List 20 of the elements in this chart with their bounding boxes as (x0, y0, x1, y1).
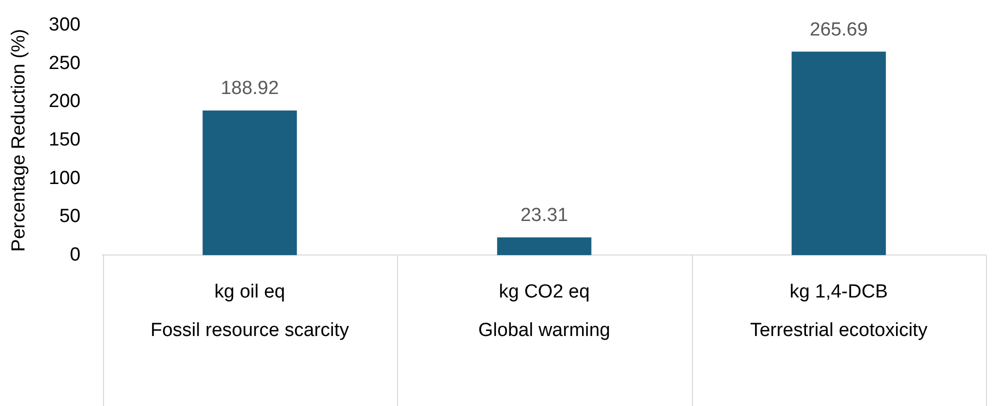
y-tick-label: 50 (59, 206, 80, 228)
x-tick-label: Global warming (478, 320, 610, 341)
text: kg CO2 eq (498, 281, 590, 302)
y-tick-label: 250 (48, 52, 80, 74)
bar (202, 110, 297, 256)
x-tick-label: Fossil resource scarcity (150, 320, 350, 341)
y-tick-label: 200 (48, 91, 80, 112)
text: kg oil eq (214, 281, 286, 302)
data-label: 23.31 (520, 205, 568, 226)
y-axis-title: Percentage Reduction (%) (8, 28, 30, 252)
text: kg 1,4-DCB (790, 281, 888, 302)
x-tick-label: Terrestrial ecotoxicity (750, 320, 928, 341)
y-tick-label: 150 (48, 130, 80, 151)
y-tick-label: 300 (48, 14, 80, 36)
data-label: 265.69 (810, 19, 868, 40)
y-tick-label: 0 (70, 244, 80, 266)
bar (497, 237, 592, 256)
bar (792, 52, 886, 256)
y-tick-label: 100 (48, 168, 80, 189)
data-label: 188.92 (220, 78, 279, 100)
